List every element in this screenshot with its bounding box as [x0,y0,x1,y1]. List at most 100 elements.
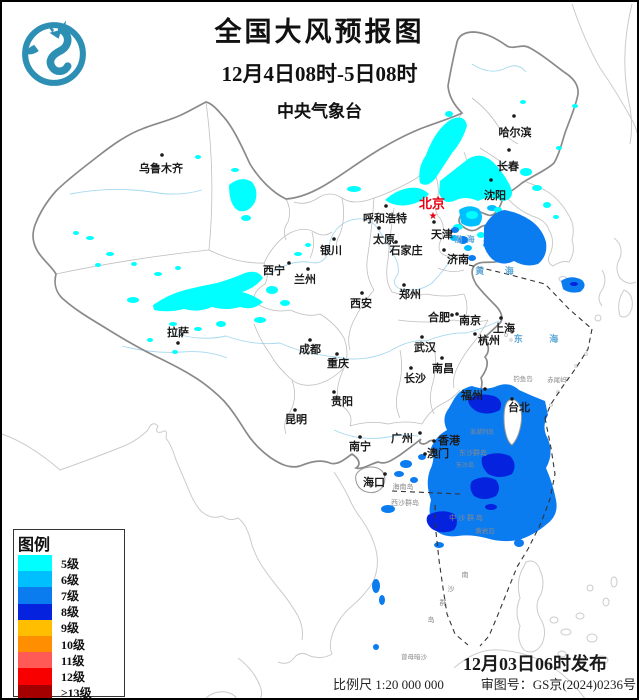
city-dot [308,338,312,342]
city-label: 成都 [299,342,321,356]
legend-label: 5级 [61,556,80,571]
city-label: 南京 [459,313,481,327]
city-dot [432,220,436,224]
city-label: 北京 [419,196,445,211]
legend-row: 12级 [18,668,124,685]
scale-approval-line: 比例尺 1:20 000 000 审图号：GS京(2024)0236号 [333,674,636,693]
city-marker: 太原 [372,226,395,246]
city-dot [383,472,387,476]
island-label: 钓鱼岛 [513,374,533,383]
city-dot [489,178,493,182]
city-marker: 武汉 [414,335,437,354]
city-label: 广州 [391,431,413,445]
island-label: 西沙群岛 [391,498,419,507]
city-dot [160,153,164,157]
islands [355,398,522,494]
city-label: 西安 [350,296,372,310]
city-label: 合肥 [428,310,450,324]
city-dot [420,335,424,339]
city-markers: 哈尔滨长春沈阳 ★北京天津 呼和浩特太原石家庄 银川济南 乌鲁木齐西宁兰州西安 郑州合肥南… [139,114,532,489]
sea-labels: 渤 海黄 海东 海 [454,234,571,344]
city-dot [293,408,297,412]
city-marker: 上海 [493,316,515,335]
hainan-island [355,466,386,494]
legend-swatch [18,603,52,620]
city-label: 天津 [431,227,453,241]
city-marker: 杭州 [473,332,500,347]
city-dot [423,452,427,456]
legend-swatch [18,555,52,572]
city-label: 石家庄 [389,243,423,257]
city-label: 太原 [372,232,395,246]
legend-row: 8级 [18,603,124,620]
city-label: 沈阳 [484,188,506,202]
legend-swatch [18,571,52,588]
city-marker: 成都 [299,338,321,356]
legend-row: 11级 [18,652,124,669]
city-marker: 济南 [442,248,469,266]
city-marker: 重庆 [327,352,349,370]
legend-label: 8级 [61,605,80,620]
city-dot [455,312,459,316]
city-dot [432,439,436,443]
city-label: 哈尔滨 [499,125,532,139]
island-label: 曾母暗沙 [401,652,428,661]
city-marker: 台北 [508,397,530,414]
city-marker: 乌鲁木齐 [139,153,184,175]
city-label: 南昌 [432,361,454,375]
city-label: 台北 [508,400,530,414]
city-dot [384,204,388,208]
city-dot [332,237,336,241]
city-marker: 南宁 [349,435,371,453]
city-label: 南宁 [349,439,371,453]
city-dot [402,283,406,287]
legend-row: 10级 [18,635,124,653]
city-marker: 西宁 [263,261,291,277]
city-marker: 福州 [460,387,487,402]
legend-swatch [18,684,52,698]
city-dot [483,387,487,391]
legend-label: 10级 [61,637,86,652]
legend-swatch [18,619,52,636]
city-marker: 澳门 [423,446,449,460]
legend-box: 图例 5级 6级 7级 8级 9级 10级 11级 12级 ≥13级 [13,529,125,700]
city-label: 济南 [447,252,469,266]
city-marker: 海口 [363,472,387,489]
wind-area-level8 [426,282,578,533]
island-label: 赤尾屿 [547,375,567,384]
city-dot [499,316,503,320]
city-marker: 郑州 [399,283,421,301]
city-marker: 南京 [455,312,481,327]
city-label: 昆明 [285,413,307,426]
island-label: 群 [440,598,447,607]
city-marker: 长春 [497,148,520,173]
city-label: 西宁 [263,263,285,277]
sea-label: 黄 海 [475,265,523,276]
approval-number: 审图号：GS京(2024)0236号 [480,677,636,692]
city-marker: 石家庄 [389,240,423,257]
island-label: 东沙岛 [456,461,474,469]
island-label: 黄岩岛 [475,526,495,535]
city-marker: 呼和浩特 [363,204,407,225]
city-label: 拉萨 [167,325,189,339]
map-scale: 比例尺 1:20 000 000 [333,677,444,692]
city-marker: 沈阳 [484,178,506,202]
legend-label: ≥13级 [61,686,92,700]
city-marker: 兰州 [294,267,316,286]
city-marker: 昆明 [285,408,307,426]
city-marker: 合肥 [428,310,454,324]
sea-label: 东 海 [514,333,571,344]
city-label: 银川 [320,243,342,257]
legend-row: 7级 [18,587,124,604]
maritime-dashed-lines [391,264,593,647]
city-capital-marker: ★北京 [419,196,445,222]
city-marker: 西安 [350,291,372,310]
city-label: 贵阳 [331,394,353,408]
city-label: 兰州 [294,272,316,286]
legend-swatch [18,587,52,604]
city-label: 郑州 [399,287,421,301]
neighbor-coastlines [2,3,637,698]
